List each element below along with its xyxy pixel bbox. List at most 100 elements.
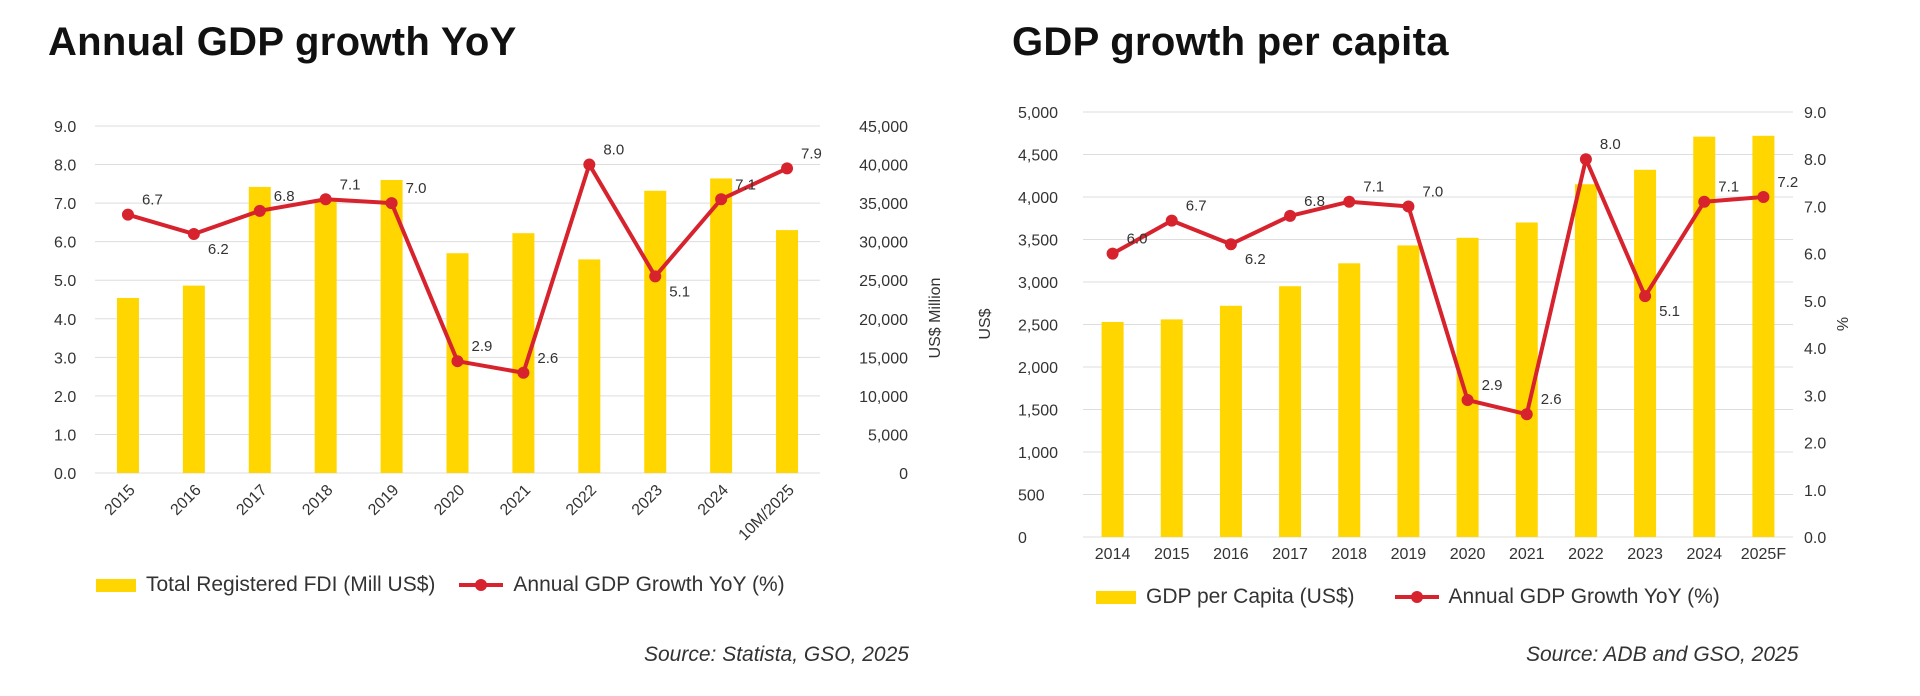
bar	[1574, 184, 1597, 537]
x-tick-label: 2020	[1450, 546, 1486, 560]
line-point	[1698, 195, 1711, 208]
y-right-tick-label: 10,000	[859, 389, 908, 406]
legend-bar-swatch	[96, 578, 136, 592]
y-right-tick-label: 25,000	[859, 273, 908, 290]
y-left-tick-label: 4,500	[1018, 148, 1058, 165]
line-point	[517, 366, 530, 379]
y-left-tick-label: 0.0	[54, 466, 76, 483]
y-left-tick-label: 1,000	[1018, 445, 1058, 462]
y-left-tick-label: 5,000	[1018, 105, 1058, 122]
y-left-tick-label: 1,500	[1018, 403, 1058, 420]
y-right-tick-label: 7.0	[1804, 199, 1826, 216]
data-label: 2.9	[1482, 377, 1503, 394]
bar	[1634, 169, 1657, 538]
y-right-tick-label: 45,000	[859, 119, 908, 136]
y-left-tick-label: 7.0	[54, 196, 76, 213]
data-label: 7.1	[735, 176, 756, 193]
bar	[644, 190, 667, 474]
y-right-tick-label: 4.0	[1804, 341, 1826, 358]
data-label: 6.7	[1186, 198, 1207, 215]
y-right-tick-label: 6.0	[1804, 247, 1826, 264]
bar	[1101, 321, 1124, 537]
legend-bar-swatch	[1096, 590, 1136, 604]
legend-bar-label: GDP per Capita (US$)	[1146, 585, 1355, 608]
y-right-tick-label: 20,000	[859, 312, 908, 329]
x-tick-label: 2019	[1391, 546, 1427, 560]
chart-gdp-per-capita: 0 500 1,000 1,500 2,000 2,500 3,000 3,500 4,000 4…	[977, 105, 1852, 560]
y-left-tick-label: 4.0	[54, 312, 76, 329]
x-tick-label: 2025F	[1741, 546, 1787, 560]
y-left-tick-label: 9.0	[54, 119, 76, 136]
legend-line-swatch	[1394, 591, 1439, 603]
line-point	[781, 162, 794, 175]
line-point	[451, 355, 464, 368]
y-right-tick-label: 3.0	[1804, 388, 1826, 405]
data-label: 7.1	[1718, 179, 1739, 196]
data-label: 7.0	[1422, 183, 1443, 200]
line-point	[649, 270, 662, 283]
data-label: 2.6	[537, 350, 558, 367]
data-label: 7.1	[1363, 179, 1384, 196]
data-label: 8.0	[1600, 136, 1621, 153]
line-point	[319, 193, 332, 206]
line-point	[583, 158, 596, 171]
bar	[1693, 136, 1716, 537]
bar	[578, 259, 601, 473]
legend-line-label: Annual GDP Growth YoY (%)	[513, 573, 785, 596]
legend-gdp-per-capita: GDP per Capita (US$) Annual GDP Growth Y…	[1096, 585, 1720, 609]
y-right-tick-label: 8.0	[1804, 152, 1826, 169]
x-tick-label: 2017	[1272, 546, 1308, 560]
x-tick-label: 2015	[1154, 546, 1190, 560]
series-line	[1111, 157, 1764, 417]
bar	[512, 233, 535, 473]
x-tick-label: 2024	[1686, 546, 1722, 560]
bar	[314, 199, 337, 473]
data-label: 2.9	[472, 338, 493, 355]
bar	[776, 230, 799, 473]
y-left-tick-label: 2,000	[1018, 360, 1058, 377]
line-point	[121, 208, 134, 221]
y-right-tick-label: 5.0	[1804, 294, 1826, 311]
y-right-axis-title: US$ Million	[927, 278, 944, 359]
data-label: 8.0	[603, 142, 624, 159]
source-note-left: Source: Statista, GSO, 2025	[644, 643, 909, 666]
x-tick-label: 2023	[1627, 546, 1663, 560]
bar	[1338, 263, 1361, 537]
y-right-tick-label: 2.0	[1804, 436, 1826, 453]
y-left-axis-title: US$	[977, 308, 994, 339]
legend-line-label: Annual GDP Growth YoY (%)	[1448, 585, 1720, 608]
data-label: 2.6	[1541, 391, 1562, 408]
legend-gdp-yoy: Total Registered FDI (Mill US$) Annual G…	[96, 573, 785, 597]
line-point	[1284, 209, 1297, 222]
y-left-tick-label: 500	[1018, 488, 1045, 505]
line-point	[1224, 238, 1237, 251]
bar	[248, 186, 271, 473]
y-left-tick-label: 3,500	[1018, 233, 1058, 250]
line-point	[1520, 408, 1533, 421]
bar	[1456, 237, 1479, 538]
bar	[1397, 245, 1420, 537]
data-label: 7.0	[406, 180, 427, 197]
chart-title-gdp-yoy: Annual GDP growth YoY	[48, 20, 517, 64]
line-point	[1639, 290, 1652, 303]
x-tick-label: 2018	[1331, 546, 1367, 560]
y-left-tick-label: 3.0	[54, 350, 76, 367]
y-right-tick-label: 30,000	[859, 235, 908, 252]
y-left-tick-label: 2,500	[1018, 318, 1058, 335]
y-left-tick-label: 4,000	[1018, 190, 1058, 207]
y-left-tick-label: 0	[1018, 530, 1027, 547]
y-left-tick-label: 2.0	[54, 389, 76, 406]
data-label: 6.2	[1245, 251, 1266, 268]
line-point	[715, 193, 728, 206]
legend-line-swatch	[459, 579, 504, 591]
source-note-right: Source: ADB and GSO, 2025	[1526, 643, 1799, 666]
y-right-axis-title: %	[1835, 317, 1852, 331]
bar	[116, 297, 139, 473]
bar	[1752, 135, 1775, 538]
y-right-tick-label: 9.0	[1804, 105, 1826, 122]
x-tick-label: 2021	[1509, 546, 1545, 560]
bar	[380, 179, 403, 473]
data-label: 7.9	[801, 145, 822, 162]
y-right-tick-label: 0	[899, 466, 908, 483]
data-label: 5.1	[1659, 303, 1680, 320]
